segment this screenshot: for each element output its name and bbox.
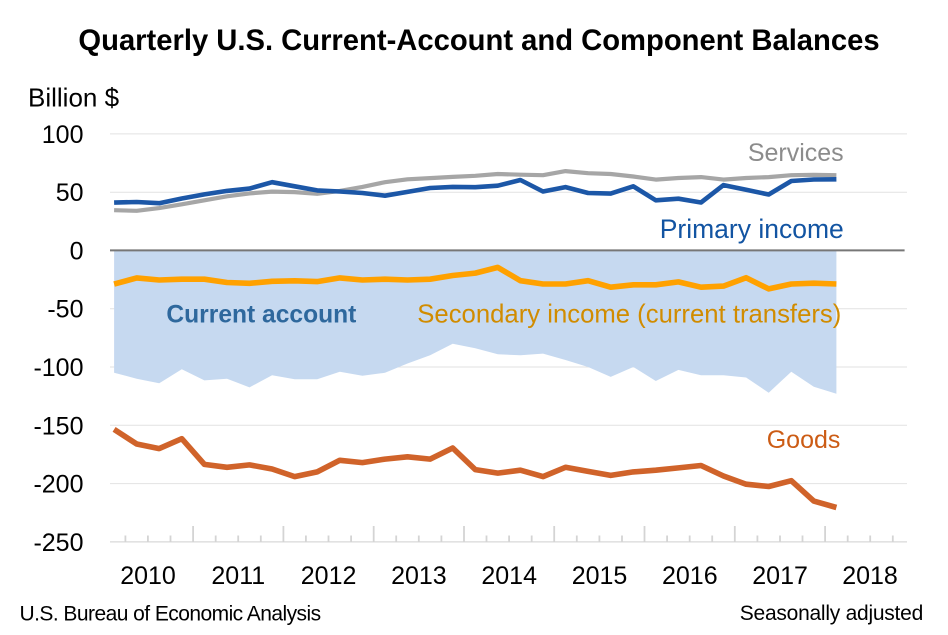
svg-text:2017: 2017 (752, 562, 808, 590)
svg-text:-200: -200 (33, 471, 83, 499)
svg-text:2015: 2015 (572, 562, 628, 590)
svg-text:2013: 2013 (391, 562, 447, 590)
svg-text:2016: 2016 (662, 562, 718, 590)
svg-text:Billion $: Billion $ (28, 83, 120, 113)
svg-text:Primary income: Primary income (660, 214, 844, 244)
svg-text:-150: -150 (33, 412, 83, 440)
svg-text:Services: Services (748, 139, 844, 167)
svg-text:-50: -50 (47, 296, 83, 324)
svg-text:2012: 2012 (301, 562, 357, 590)
svg-text:-100: -100 (33, 354, 83, 382)
svg-text:Secondary income (current tran: Secondary income (current transfers) (417, 300, 841, 328)
svg-text:Quarterly U.S. Current-Account: Quarterly U.S. Current-Account and Compo… (78, 25, 879, 57)
svg-text:U.S. Bureau of Economic Analys: U.S. Bureau of Economic Analysis (20, 603, 321, 626)
svg-text:2011: 2011 (211, 562, 265, 590)
svg-text:-250: -250 (33, 529, 83, 557)
svg-text:Goods: Goods (767, 426, 841, 454)
svg-text:0: 0 (70, 237, 84, 265)
svg-text:Current account: Current account (166, 301, 356, 328)
svg-text:50: 50 (56, 179, 84, 207)
svg-text:2010: 2010 (120, 562, 176, 590)
svg-text:2014: 2014 (481, 562, 537, 590)
svg-text:2018: 2018 (842, 562, 898, 590)
svg-text:100: 100 (42, 121, 84, 149)
svg-text:Seasonally adjusted: Seasonally adjusted (740, 602, 923, 625)
